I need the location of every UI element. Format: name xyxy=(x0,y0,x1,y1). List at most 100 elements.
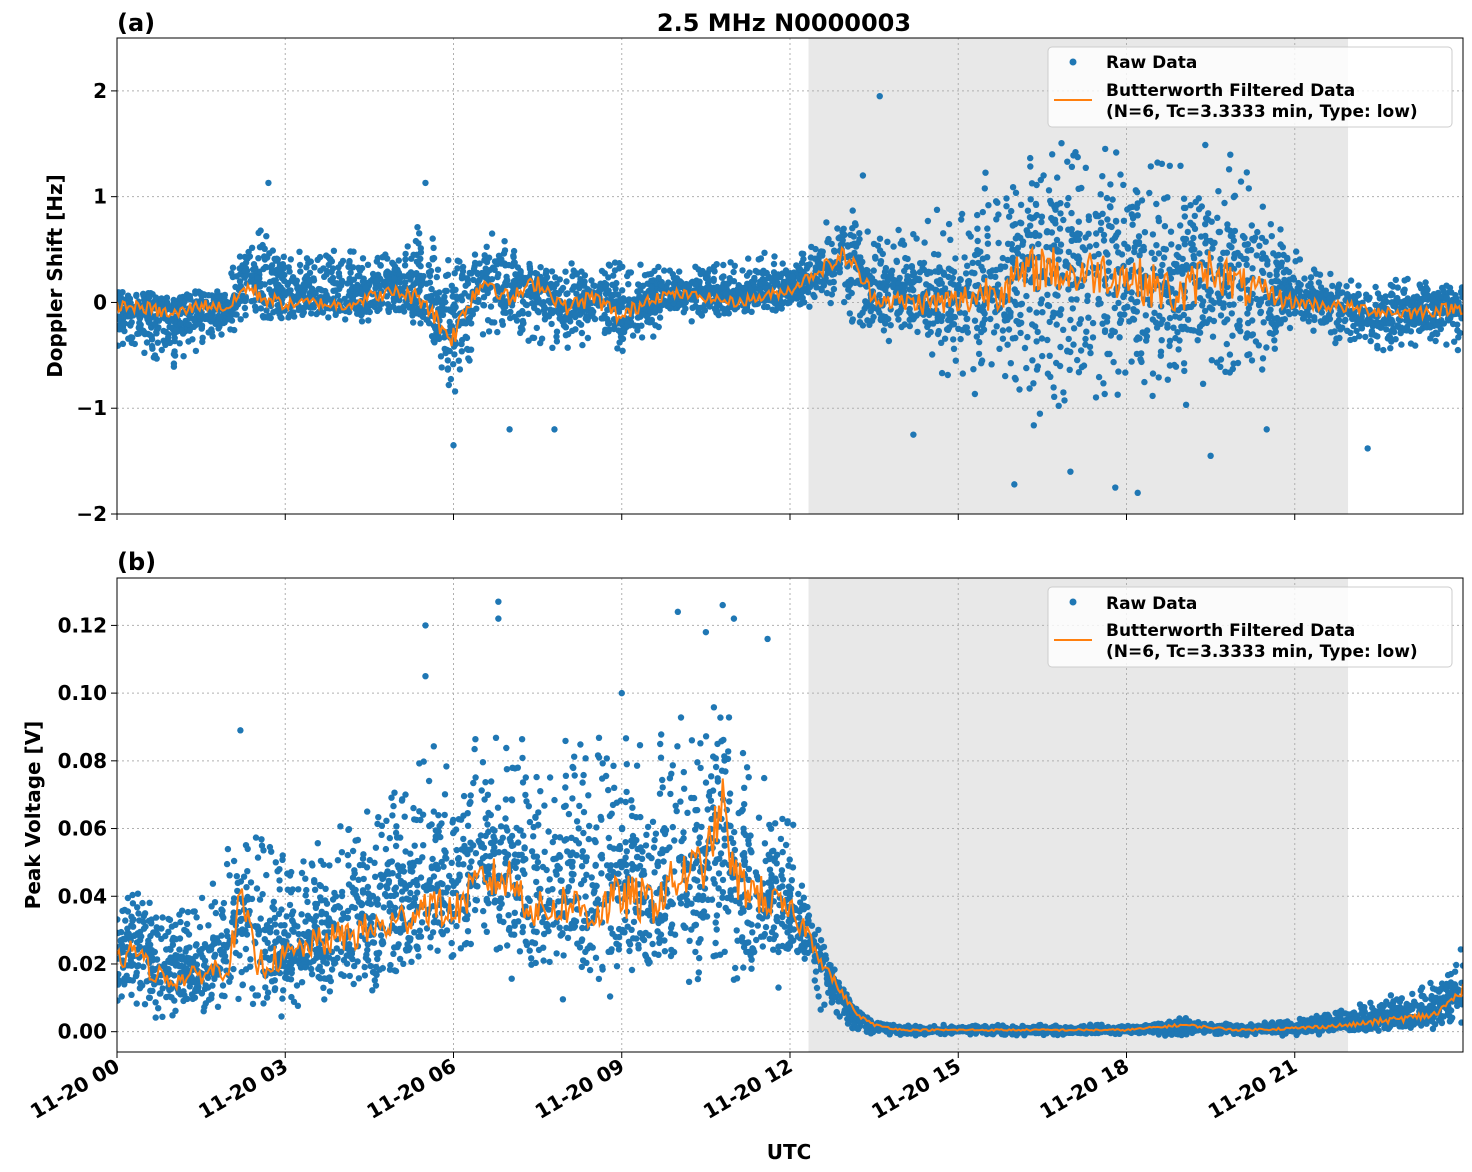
raw-point xyxy=(622,735,630,742)
raw-point xyxy=(856,230,863,237)
raw-point xyxy=(1164,376,1172,383)
raw-point xyxy=(1134,298,1141,305)
raw-point xyxy=(1392,276,1400,284)
raw-point xyxy=(364,261,372,268)
chart-title: 2.5 MHz N0000003 xyxy=(657,9,911,37)
raw-point xyxy=(974,237,981,245)
raw-point xyxy=(1248,246,1255,254)
raw-point xyxy=(1227,151,1234,158)
raw-outlier xyxy=(506,426,513,433)
raw-point xyxy=(1109,327,1116,334)
raw-point xyxy=(179,330,187,337)
raw-point xyxy=(171,350,178,358)
raw-point xyxy=(1317,284,1325,291)
raw-point xyxy=(280,253,287,260)
raw-point xyxy=(141,349,148,356)
raw-point xyxy=(191,317,198,324)
raw-point xyxy=(1086,243,1094,250)
raw-point xyxy=(882,286,889,294)
raw-point xyxy=(1069,305,1077,312)
raw-point xyxy=(747,286,755,293)
raw-point xyxy=(1407,328,1415,335)
raw-point xyxy=(480,302,488,309)
raw-point xyxy=(1065,194,1072,202)
raw-point xyxy=(248,244,256,251)
raw-point xyxy=(1279,316,1286,323)
raw-point xyxy=(344,280,351,287)
raw-point xyxy=(1196,250,1203,257)
raw-point xyxy=(1421,295,1428,303)
raw-point xyxy=(383,293,390,300)
raw-point xyxy=(885,337,893,345)
raw-point xyxy=(1453,295,1460,302)
raw-point xyxy=(1043,229,1051,236)
raw-point xyxy=(1182,401,1190,408)
raw-point xyxy=(595,734,603,741)
raw-point xyxy=(1132,187,1140,194)
raw-point xyxy=(1273,289,1280,297)
raw-point xyxy=(1190,234,1197,242)
raw-point xyxy=(141,329,148,336)
raw-point xyxy=(962,324,969,331)
raw-point xyxy=(1075,218,1083,225)
raw-point xyxy=(1451,338,1458,345)
raw-point xyxy=(1427,323,1434,331)
raw-point xyxy=(1217,255,1224,263)
raw-point xyxy=(1137,356,1144,363)
raw-point xyxy=(1129,221,1136,228)
raw-outlier xyxy=(450,442,457,449)
raw-point xyxy=(451,388,459,395)
raw-point xyxy=(999,335,1007,342)
raw-point xyxy=(950,345,958,352)
raw-point xyxy=(1032,200,1040,208)
raw-point xyxy=(961,310,969,317)
raw-point xyxy=(1225,166,1233,173)
raw-point xyxy=(1068,296,1075,303)
raw-point xyxy=(704,806,711,813)
raw-point xyxy=(680,768,687,776)
raw-point xyxy=(947,279,954,287)
raw-point xyxy=(695,969,702,976)
raw-point xyxy=(1403,310,1410,318)
raw-point xyxy=(1081,246,1089,254)
raw-point xyxy=(1381,304,1389,312)
raw-point xyxy=(1310,327,1317,334)
raw-point xyxy=(377,262,384,269)
raw-point xyxy=(431,339,438,346)
raw-point xyxy=(319,309,327,316)
raw-point xyxy=(656,314,664,321)
raw-point xyxy=(879,250,886,258)
raw-point xyxy=(985,202,992,209)
raw-point xyxy=(852,243,860,250)
raw-point xyxy=(1007,360,1014,367)
raw-point xyxy=(328,258,336,265)
raw-point xyxy=(605,319,612,326)
raw-point xyxy=(1103,318,1111,325)
raw-point xyxy=(1347,277,1355,284)
raw-point xyxy=(501,238,508,245)
raw-point xyxy=(455,357,462,364)
raw-outlier xyxy=(551,426,558,433)
raw-point xyxy=(583,871,590,878)
raw-point xyxy=(263,307,270,314)
raw-point xyxy=(846,281,853,288)
raw-point xyxy=(844,243,852,250)
raw-point xyxy=(827,299,834,307)
raw-point xyxy=(993,323,1000,330)
raw-point xyxy=(1106,350,1113,358)
raw-point xyxy=(1310,287,1317,294)
raw-point xyxy=(994,281,1002,288)
raw-point xyxy=(1195,329,1203,336)
panel-b-label: (b) xyxy=(117,548,156,576)
raw-point xyxy=(160,327,167,335)
raw-point xyxy=(482,274,489,282)
raw-point xyxy=(391,266,398,273)
raw-point xyxy=(1215,188,1222,195)
raw-point xyxy=(307,258,314,265)
raw-point xyxy=(1255,301,1263,308)
raw-point xyxy=(1202,141,1209,149)
raw-point xyxy=(460,792,468,800)
raw-point xyxy=(1443,341,1450,348)
raw-point xyxy=(850,233,857,240)
raw-point xyxy=(1303,290,1311,297)
